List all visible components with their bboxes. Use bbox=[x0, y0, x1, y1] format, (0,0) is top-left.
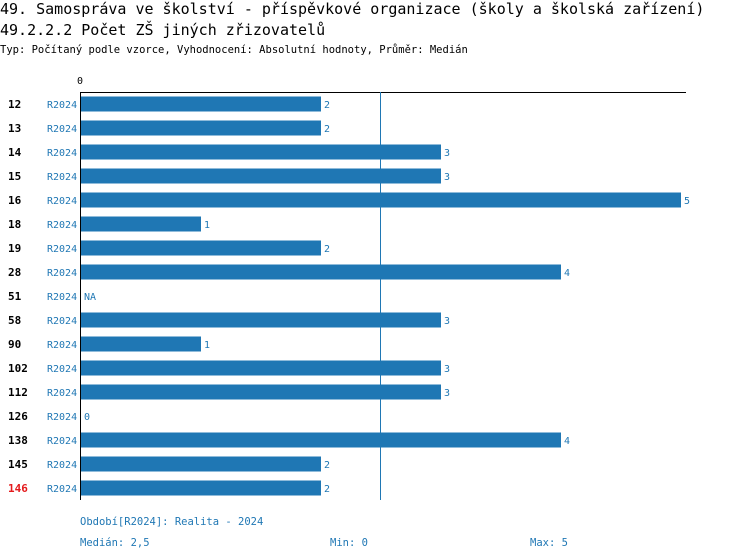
category-label: 58 bbox=[8, 314, 21, 327]
bar bbox=[81, 240, 321, 256]
series-label: R2024 bbox=[47, 100, 77, 111]
value-label: 3 bbox=[444, 172, 450, 183]
category-label: 138 bbox=[8, 434, 28, 447]
value-label: 3 bbox=[444, 388, 450, 399]
series-label: R2024 bbox=[47, 436, 77, 447]
bar bbox=[81, 192, 681, 208]
value-label: 1 bbox=[204, 340, 210, 351]
bar bbox=[81, 144, 441, 160]
bar bbox=[81, 312, 441, 328]
value-label: 2 bbox=[324, 100, 330, 111]
value-label: 2 bbox=[324, 124, 330, 135]
chart-title: 49. Samospráva ve školství - příspěvkové… bbox=[0, 0, 705, 18]
series-label: R2024 bbox=[47, 268, 77, 279]
series-label: R2024 bbox=[47, 244, 77, 255]
bar bbox=[81, 384, 441, 400]
value-label: 4 bbox=[564, 268, 570, 279]
category-label: 102 bbox=[8, 362, 28, 375]
category-label: 13 bbox=[8, 122, 21, 135]
value-label: 4 bbox=[564, 436, 570, 447]
footer-max: Max: 5 bbox=[530, 537, 568, 549]
bar bbox=[81, 168, 441, 184]
category-label: 28 bbox=[8, 266, 21, 279]
bar-chart: 012 R2024 213 R2024 214 R2024 315 R2024 316 R2024… bbox=[8, 76, 690, 500]
series-label: R2024 bbox=[47, 292, 77, 303]
series-label: R2024 bbox=[47, 340, 77, 351]
category-label: 16 bbox=[8, 194, 22, 207]
series-label: R2024 bbox=[47, 412, 77, 423]
bar bbox=[81, 120, 321, 136]
footer-min: Min: 0 bbox=[330, 537, 368, 549]
series-label: R2024 bbox=[47, 460, 77, 471]
series-label: R2024 bbox=[47, 388, 77, 399]
series-label: R2024 bbox=[47, 196, 77, 207]
series-label: R2024 bbox=[47, 316, 77, 327]
bar bbox=[81, 264, 561, 280]
category-label: 112 bbox=[8, 386, 28, 399]
x-tick-label: 0 bbox=[77, 76, 83, 87]
bar bbox=[81, 432, 561, 448]
category-label: 18 bbox=[8, 218, 21, 231]
bar bbox=[81, 216, 201, 232]
category-label: 126 bbox=[8, 410, 28, 423]
category-label: 51 bbox=[8, 290, 22, 303]
bar bbox=[81, 96, 321, 112]
value-label: 3 bbox=[444, 316, 450, 327]
value-label: 5 bbox=[684, 196, 690, 207]
value-label: 0 bbox=[84, 412, 90, 423]
value-label: 1 bbox=[204, 220, 210, 231]
value-label: 3 bbox=[444, 364, 450, 375]
value-label: 2 bbox=[324, 244, 330, 255]
footer-median: Medián: 2,5 bbox=[80, 537, 150, 549]
category-label: 19 bbox=[8, 242, 21, 255]
category-label: 145 bbox=[8, 458, 28, 471]
series-label: R2024 bbox=[47, 364, 77, 375]
category-label: 14 bbox=[8, 146, 22, 159]
chart-subtitle: 49.2.2.2 Počet ZŠ jiných zřizovatelů bbox=[0, 21, 326, 39]
bar bbox=[81, 456, 321, 472]
series-label: R2024 bbox=[47, 484, 77, 495]
series-label: R2024 bbox=[47, 124, 77, 135]
chart-meta: Typ: Počítaný podle vzorce, Vyhodnocení:… bbox=[0, 44, 468, 56]
bar bbox=[81, 360, 441, 376]
category-label: 146 bbox=[8, 482, 28, 495]
value-label: 2 bbox=[324, 460, 330, 471]
category-label: 90 bbox=[8, 338, 21, 351]
value-label: NA bbox=[84, 292, 96, 303]
bar bbox=[81, 480, 321, 496]
value-label: 3 bbox=[444, 148, 450, 159]
category-label: 15 bbox=[8, 170, 21, 183]
category-label: 12 bbox=[8, 98, 21, 111]
series-label: R2024 bbox=[47, 148, 77, 159]
series-label: R2024 bbox=[47, 220, 77, 231]
bar bbox=[81, 336, 201, 352]
series-label: R2024 bbox=[47, 172, 77, 183]
value-label: 2 bbox=[324, 484, 330, 495]
footer-period: Období[R2024]: Realita - 2024 bbox=[80, 516, 264, 528]
